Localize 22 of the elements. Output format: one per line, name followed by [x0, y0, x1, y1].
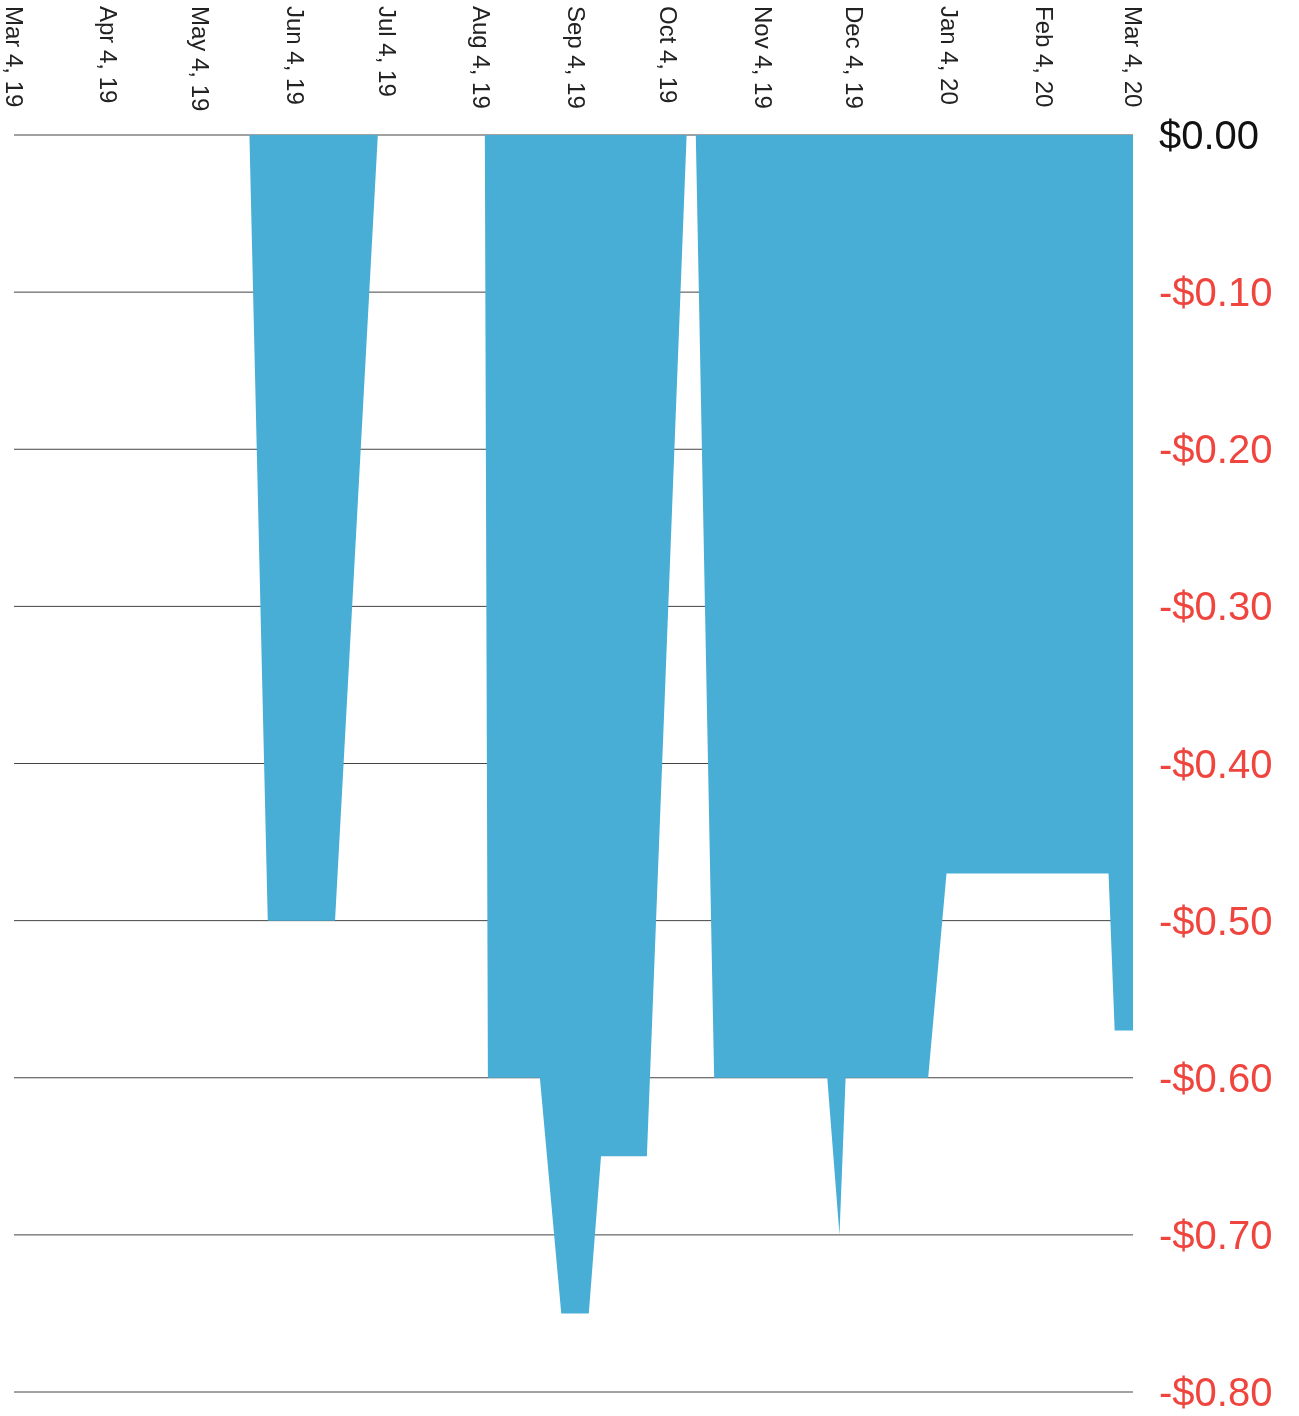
y-tick-label: -$0.60: [1159, 1055, 1273, 1100]
x-tick-label: Nov 4, 19: [749, 6, 777, 109]
x-tick-label: Sep 4, 19: [563, 6, 591, 109]
x-tick-label: Mar 4, 19: [0, 6, 28, 108]
x-tick-label: Apr 4, 19: [95, 6, 123, 104]
x-tick-label: Aug 4, 19: [468, 6, 496, 109]
y-tick-label: -$0.40: [1159, 741, 1273, 786]
x-tick-label: Feb 4, 20: [1030, 6, 1058, 108]
y-tick-label: -$0.10: [1159, 270, 1273, 315]
y-tick-label: -$0.30: [1159, 584, 1273, 629]
x-tick-label: Jul 4, 19: [373, 6, 401, 97]
x-tick-label: Mar 4, 20: [1119, 6, 1147, 108]
y-tick-label: -$0.50: [1159, 898, 1273, 943]
x-tick-label: Oct 4, 19: [654, 6, 682, 104]
x-tick-label: Jan 4, 20: [936, 6, 964, 105]
x-tick-label: Jun 4, 19: [281, 6, 309, 105]
y-tick-label: -$0.70: [1159, 1212, 1273, 1257]
y-tick-label: -$0.80: [1159, 1370, 1273, 1414]
x-tick-label: May 4, 19: [187, 6, 214, 112]
x-tick-label: Dec 4, 19: [841, 6, 869, 109]
y-tick-label: $0.00: [1159, 113, 1260, 157]
y-tick-label: -$0.20: [1159, 427, 1273, 472]
